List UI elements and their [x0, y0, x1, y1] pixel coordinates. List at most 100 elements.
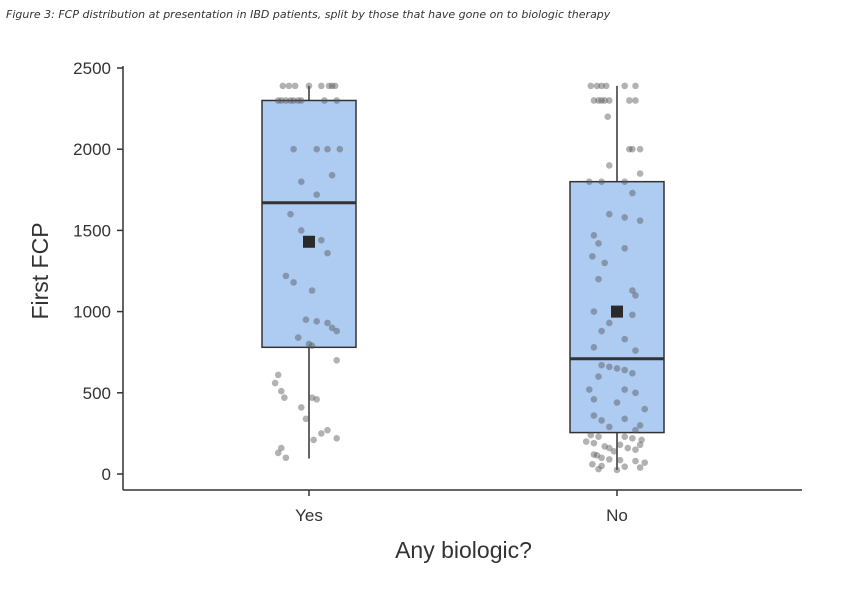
data-point: [632, 426, 639, 434]
data-point: [593, 82, 601, 90]
mean-marker: [611, 305, 623, 318]
data-point: [318, 82, 325, 90]
data-point: [308, 394, 316, 401]
data-point: [632, 389, 639, 397]
data-point: [277, 97, 285, 104]
data-point: [587, 82, 595, 90]
data-point: [587, 431, 595, 439]
mean-marker: [303, 235, 315, 248]
data-point: [598, 361, 605, 369]
box-plot-groups: [261, 82, 665, 474]
data-point: [287, 210, 294, 218]
data-point: [595, 97, 602, 104]
data-point: [298, 178, 305, 185]
data-point: [629, 370, 636, 377]
data-point: [277, 444, 285, 452]
data-point: [624, 444, 632, 452]
data-point: [298, 97, 305, 104]
data-point: [302, 415, 310, 423]
data-point: [636, 145, 644, 153]
data-point: [613, 466, 621, 474]
data-point: [308, 342, 316, 350]
data-point: [590, 395, 598, 403]
data-point: [598, 462, 605, 470]
y-axis-title: First FCP: [27, 222, 53, 319]
data-point: [595, 373, 602, 380]
data-point: [616, 441, 624, 449]
data-point: [302, 316, 310, 324]
data-point: [593, 452, 601, 459]
data-point: [629, 287, 636, 294]
data-point: [621, 366, 628, 374]
data-point: [598, 454, 605, 462]
data-point: [589, 460, 596, 468]
data-point: [328, 82, 336, 90]
data-point: [285, 82, 293, 90]
x-axis-title: Any biologic?: [395, 537, 532, 563]
data-point: [606, 210, 613, 218]
data-point: [291, 82, 299, 90]
y-tick-label: 2000: [73, 140, 111, 159]
box-group-yes: [261, 82, 357, 462]
data-point: [595, 240, 602, 247]
data-point: [613, 399, 621, 406]
iqr-box: [261, 99, 357, 349]
data-point: [313, 318, 321, 325]
data-point: [585, 386, 593, 393]
data-point: [313, 191, 321, 198]
data-point: [621, 463, 628, 470]
data-point: [324, 426, 331, 434]
data-point: [274, 371, 282, 379]
data-point: [310, 436, 317, 444]
data-point: [298, 227, 305, 234]
data-point: [629, 145, 636, 153]
data-point: [621, 244, 628, 252]
data-point: [638, 436, 645, 444]
figure-caption: Figure 3: FCP distribution at presentati…: [6, 8, 611, 21]
data-point: [318, 236, 325, 244]
data-point: [282, 97, 290, 104]
data-point: [598, 327, 605, 335]
data-point: [629, 434, 636, 442]
data-point: [313, 145, 321, 153]
data-point: [598, 97, 605, 104]
data-point: [328, 171, 336, 179]
data-point: [606, 423, 613, 431]
data-point: [595, 275, 602, 283]
data-point: [606, 319, 613, 327]
data-point: [606, 162, 613, 169]
data-point: [621, 415, 628, 423]
data-point: [325, 82, 333, 90]
data-point: [590, 344, 598, 351]
data-point: [336, 145, 344, 153]
data-point: [290, 97, 297, 104]
data-point: [333, 97, 341, 104]
data-point: [290, 145, 297, 153]
data-point: [333, 327, 341, 335]
data-point: [595, 433, 602, 440]
data-point: [321, 97, 328, 104]
data-point: [274, 449, 282, 457]
data-point: [298, 404, 305, 411]
data-point: [636, 464, 644, 471]
data-point: [318, 430, 325, 437]
data-point: [274, 97, 282, 104]
data-point: [610, 447, 618, 455]
data-point: [287, 97, 294, 104]
box-group-no: [569, 82, 665, 474]
data-point: [582, 438, 590, 445]
data-point: [604, 113, 612, 121]
data-point: [621, 335, 628, 343]
data-point: [271, 379, 279, 387]
data-point: [333, 357, 341, 364]
data-point: [601, 259, 608, 267]
data-point: [626, 145, 633, 153]
data-point: [632, 292, 639, 299]
data-point: [632, 457, 639, 465]
data-point: [632, 446, 639, 453]
data-point: [281, 394, 288, 401]
data-point: [616, 456, 624, 464]
data-point: [282, 454, 290, 462]
data-point: [629, 189, 636, 197]
